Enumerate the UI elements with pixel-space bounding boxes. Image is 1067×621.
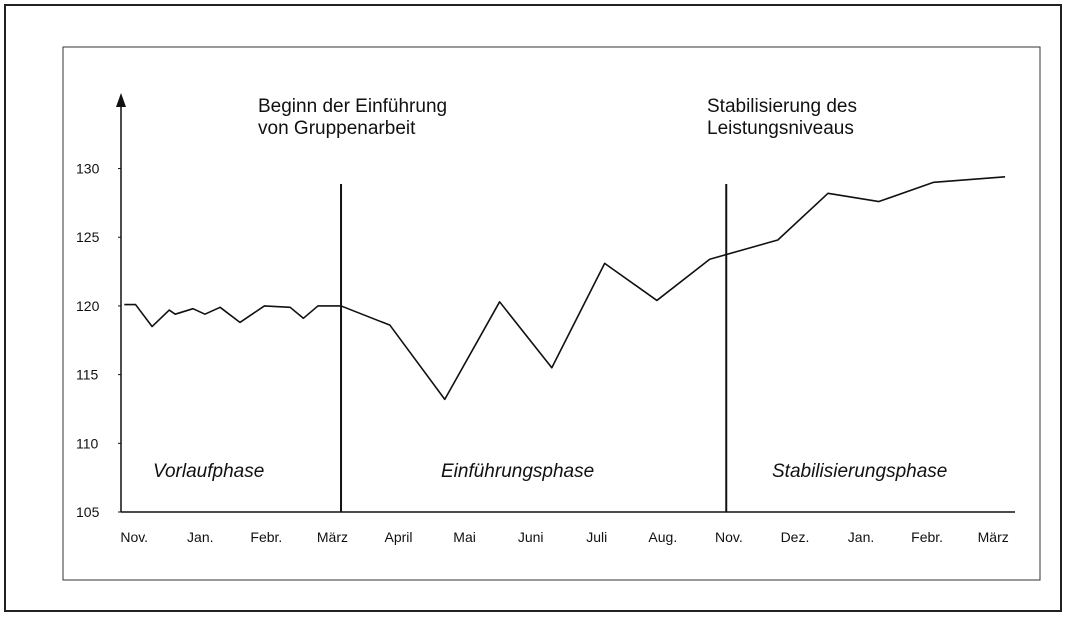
- x-tick-label: Febr.: [250, 529, 282, 545]
- y-tick-label: 130: [76, 161, 100, 177]
- x-tick-label: April: [385, 529, 413, 545]
- y-tick-label: 110: [76, 435, 99, 451]
- x-tick-label: Dez.: [781, 529, 810, 545]
- x-tick-label: Jan.: [848, 529, 874, 545]
- x-tick-label: März: [317, 529, 348, 545]
- x-tick-label: Nov.: [715, 529, 743, 545]
- annotation: Leistungsniveaus: [707, 118, 854, 139]
- y-tick-label: 115: [76, 367, 99, 383]
- x-tick-label: März: [978, 529, 1009, 545]
- phase-label: Stabilisierungsphase: [772, 461, 947, 482]
- inner-frame: [62, 46, 1041, 581]
- x-tick-label: Juni: [518, 529, 544, 545]
- x-tick-label: Aug.: [648, 529, 677, 545]
- outer-frame: [4, 4, 1062, 612]
- annotation: von Gruppenarbeit: [258, 118, 416, 139]
- x-tick-label: Jan.: [187, 529, 213, 545]
- y-tick-label: 120: [76, 298, 100, 314]
- y-tick-label: 125: [76, 229, 100, 245]
- x-tick-label: Juli: [586, 529, 607, 545]
- phase-label: Einführungsphase: [441, 461, 594, 482]
- data-line: [124, 176, 1006, 401]
- annotation: Stabilisierung des: [707, 96, 857, 117]
- phase-label: Vorlaufphase: [153, 461, 264, 482]
- annotation: Beginn der Einführung: [258, 96, 447, 117]
- y-axis-arrow: [116, 93, 126, 107]
- x-tick-label: Mai: [453, 529, 476, 545]
- x-tick-label: Febr.: [911, 529, 943, 545]
- x-tick-label: Nov.: [120, 529, 148, 545]
- y-tick-label: 105: [76, 504, 100, 520]
